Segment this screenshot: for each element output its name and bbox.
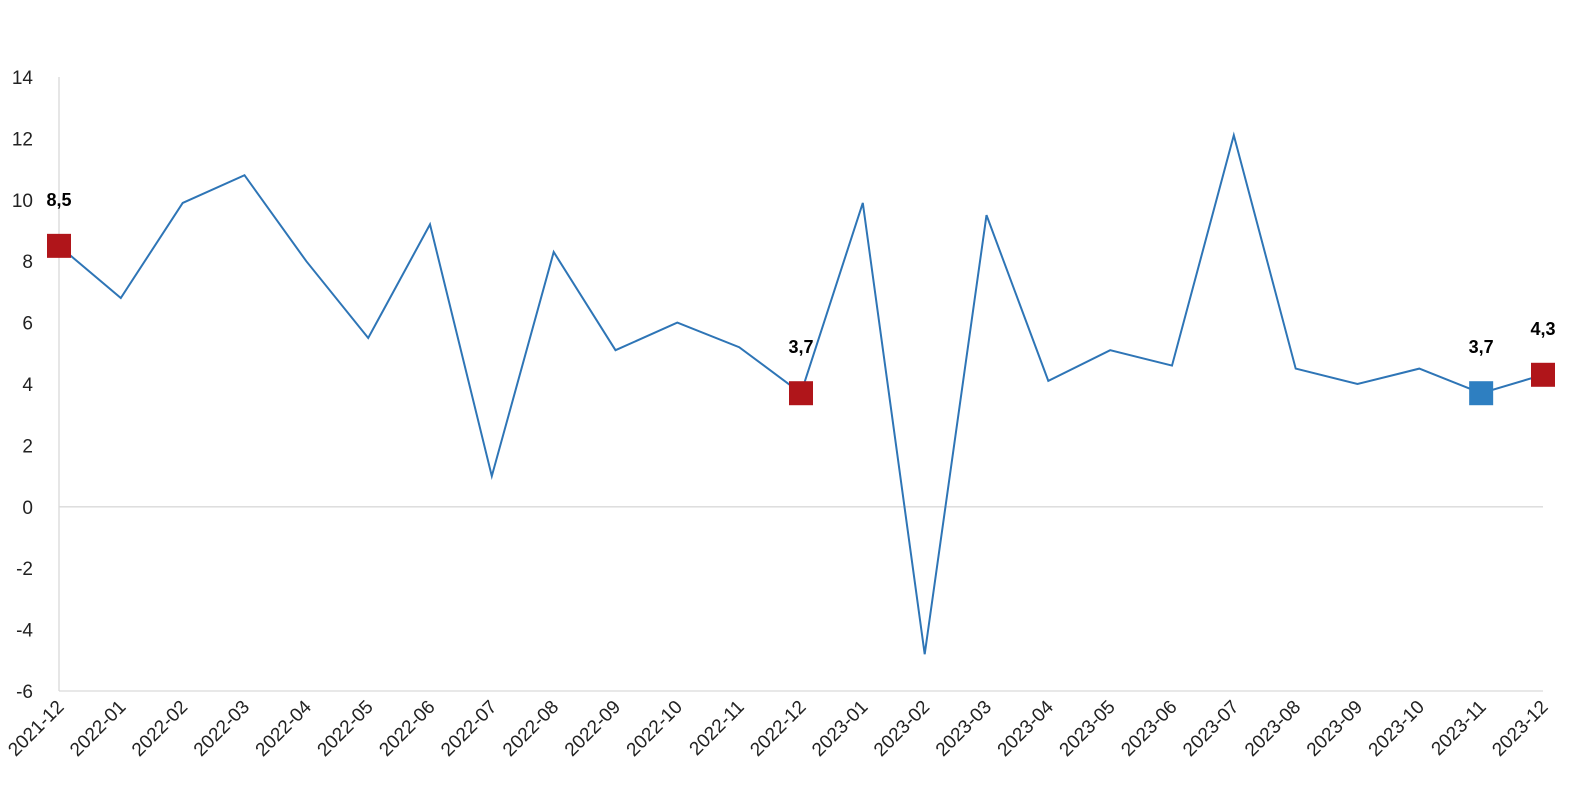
- data-label: 3,7: [788, 337, 813, 357]
- y-tick-label: 8: [22, 252, 33, 273]
- x-tick-label: 2023-01: [808, 697, 872, 761]
- data-label: 4,3: [1530, 319, 1555, 339]
- y-tick-label: 4: [22, 375, 33, 396]
- x-tick-label: 2023-12: [1488, 697, 1552, 761]
- y-tick-label: 10: [12, 191, 33, 212]
- data-labels: 8,5 3,7 3,7 4,3: [46, 190, 1555, 357]
- x-axis: 2021-122022-012022-022022-032022-042022-…: [4, 506, 1553, 761]
- highlight-marker: [1531, 362, 1555, 387]
- highlight-marker: [47, 233, 71, 258]
- x-tick-label: 2022-06: [375, 697, 439, 761]
- x-tick-label: 2022-07: [437, 697, 501, 761]
- x-tick-label: 2022-08: [499, 697, 563, 761]
- x-tick-label: 2022-04: [252, 696, 316, 760]
- y-tick-label: -4: [16, 621, 33, 642]
- x-tick-label: 2023-02: [870, 697, 934, 761]
- x-tick-label: 2023-10: [1365, 697, 1429, 761]
- y-tick-label: 12: [12, 129, 33, 150]
- y-tick-label: 0: [22, 498, 33, 519]
- x-tick-label: 2023-11: [1428, 697, 1491, 760]
- highlight-markers: [47, 233, 1555, 406]
- x-tick-label: 2023-03: [932, 697, 996, 761]
- highlight-marker: [789, 381, 813, 406]
- x-tick-label: 2023-05: [1056, 697, 1120, 761]
- y-tick-label: 2: [22, 436, 33, 457]
- x-tick-label: 2023-06: [1117, 697, 1181, 761]
- x-tick-label: 2022-01: [66, 697, 130, 761]
- y-tick-label: 14: [12, 68, 34, 89]
- x-tick-label: 2022-11: [686, 697, 749, 760]
- y-tick-label: -2: [16, 559, 33, 580]
- data-label: 8,5: [46, 190, 71, 210]
- x-tick-label: 2023-09: [1303, 697, 1367, 761]
- y-tick-label: -6: [16, 682, 33, 703]
- y-tick-label: 6: [22, 314, 33, 335]
- x-tick-label: 2022-03: [190, 697, 254, 761]
- x-tick-label: 2023-08: [1241, 697, 1305, 761]
- x-tick-label: 2023-07: [1179, 697, 1243, 761]
- x-tick-label: 2022-05: [314, 697, 378, 761]
- y-axis: -6 -4 -2 0 2 4 6 8 10 12 14: [12, 68, 60, 703]
- data-label: 3,7: [1469, 337, 1494, 357]
- x-tick-label: 2021-12: [4, 697, 68, 761]
- x-tick-label: 2022-12: [746, 697, 810, 761]
- x-tick-label: 2022-02: [128, 697, 192, 761]
- x-tick-label: 2023-04: [994, 696, 1058, 760]
- x-tick-label: 2022-09: [561, 697, 625, 761]
- highlight-marker: [1469, 381, 1494, 406]
- x-tick-label: 2022-10: [623, 697, 687, 761]
